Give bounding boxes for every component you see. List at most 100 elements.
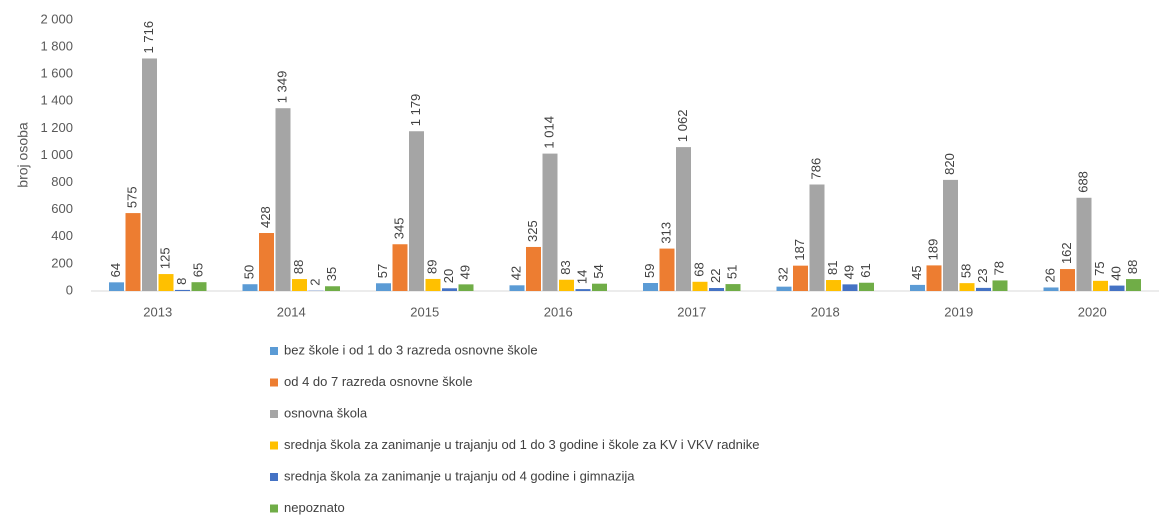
value-label: 45: [909, 265, 924, 279]
x-tick-label: 2013: [143, 304, 172, 319]
value-label: 40: [1108, 266, 1123, 280]
bar: [275, 108, 291, 291]
value-label: 26: [1042, 268, 1057, 282]
y-tick-label: 1 600: [40, 66, 73, 81]
value-label: 2: [307, 278, 322, 285]
x-tick-label: 2014: [277, 304, 306, 319]
x-tick-label: 2019: [944, 304, 973, 319]
bar: [509, 285, 525, 291]
value-label: 22: [708, 269, 723, 283]
y-tick-label: 800: [51, 174, 73, 189]
bar: [158, 274, 174, 291]
x-tick-label: 2017: [677, 304, 706, 319]
value-label: 89: [424, 259, 439, 273]
y-tick-label: 600: [51, 201, 73, 216]
y-axis-label: broj osoba: [15, 122, 31, 188]
value-label: 125: [157, 247, 172, 269]
bar: [1126, 279, 1141, 291]
bar: [392, 244, 408, 291]
value-label: 20: [441, 269, 456, 283]
y-tick-label: 400: [51, 228, 73, 243]
value-label: 14: [574, 270, 589, 284]
value-label: 1 349: [274, 71, 289, 104]
value-label: 49: [457, 265, 472, 279]
value-label: 50: [241, 265, 256, 279]
bar: [643, 283, 658, 291]
value-label: 54: [591, 264, 606, 278]
value-label: 49: [841, 265, 856, 279]
value-label: 189: [925, 239, 940, 261]
value-label: 75: [1092, 261, 1107, 275]
bar: [1093, 280, 1108, 291]
bar: [458, 284, 474, 291]
bar: [1043, 287, 1059, 291]
value-label: 35: [324, 267, 339, 281]
bar: [442, 288, 457, 291]
value-label: 688: [1075, 171, 1090, 193]
bar: [526, 246, 541, 291]
bar: [910, 284, 925, 291]
bar: [592, 283, 607, 291]
value-label: 345: [391, 218, 406, 240]
value-label: 78: [991, 261, 1006, 275]
y-tick-label: 1 200: [40, 120, 73, 135]
legend-label: od 4 do 7 razreda osnovne škole: [284, 374, 473, 389]
bar: [776, 286, 792, 291]
y-tick-label: 1 000: [40, 147, 73, 162]
value-label: 83: [558, 260, 573, 274]
value-label: 42: [508, 266, 523, 280]
bar: [943, 179, 958, 291]
bar: [142, 58, 157, 292]
bar: [1076, 197, 1092, 291]
bar: [292, 279, 307, 291]
bar: [559, 279, 574, 291]
x-tick-label: 2018: [811, 304, 840, 319]
bar: [425, 278, 441, 291]
value-label: 58: [958, 264, 973, 278]
bar: [842, 284, 858, 291]
value-label: 1 014: [541, 116, 556, 149]
value-label: 88: [291, 260, 306, 274]
bar: [659, 248, 675, 291]
bar: [676, 147, 691, 291]
value-label: 187: [792, 239, 807, 261]
legend-swatch: [270, 410, 278, 418]
value-label: 81: [825, 261, 840, 275]
legend-swatch: [270, 441, 278, 450]
bar: [109, 282, 124, 291]
bar: [809, 184, 825, 291]
legend-swatch: [270, 473, 278, 481]
bar: [542, 153, 558, 291]
bar: [826, 280, 841, 291]
bar: [1109, 285, 1125, 291]
legend-label: srednja škola za zanimanje u trajanju od…: [284, 468, 635, 483]
bar: [793, 265, 808, 291]
legend-swatch: [270, 347, 278, 355]
value-label: 1 062: [675, 110, 690, 143]
y-tick-label: 200: [51, 255, 73, 270]
legend-label: nepoznato: [284, 500, 345, 515]
bar: [259, 233, 274, 291]
bar: [325, 286, 340, 291]
value-label: 575: [124, 186, 139, 208]
bar: [242, 284, 258, 291]
legend-label: bez škole i od 1 do 3 razreda osnovne šk…: [284, 342, 538, 357]
bar: [692, 281, 708, 291]
bar: [175, 289, 190, 291]
value-label: 64: [108, 263, 123, 277]
value-label: 8: [174, 278, 189, 285]
y-tick-label: 2 000: [40, 11, 73, 26]
bar: [725, 284, 741, 291]
value-label: 68: [691, 262, 706, 276]
bar: [959, 283, 975, 291]
bar: [859, 282, 874, 291]
bar: [976, 287, 991, 291]
value-label: 51: [724, 265, 739, 279]
bar: [926, 265, 942, 291]
legend-label: srednja škola za zanimanje u trajanju od…: [284, 437, 760, 452]
value-label: 61: [858, 263, 873, 277]
bar: [992, 280, 1008, 291]
value-label: 88: [1125, 260, 1140, 274]
bar: [376, 283, 391, 291]
bar: [125, 213, 141, 291]
